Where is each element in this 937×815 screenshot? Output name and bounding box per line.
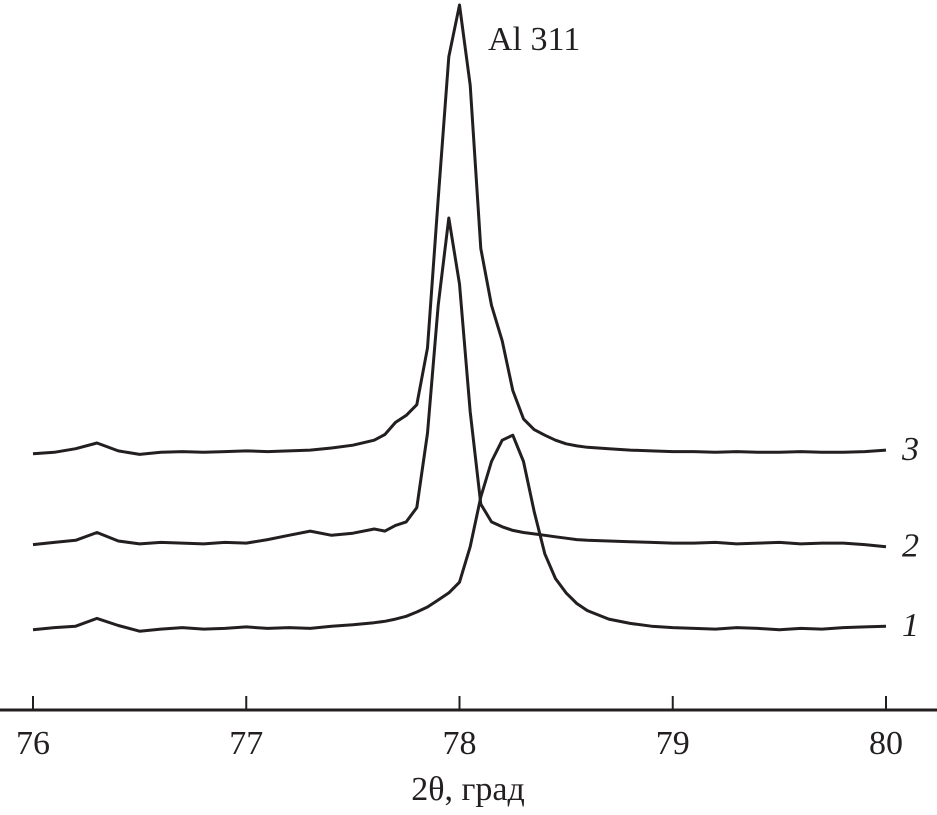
series-line (32, 216, 887, 549)
series-line (32, 3, 887, 456)
x-tick-label: 79 (656, 725, 690, 762)
x-tick-label: 80 (869, 725, 903, 762)
x-tick-label: 78 (443, 725, 477, 762)
x-tick-label: 76 (16, 725, 50, 762)
x-axis-label: 2θ, град (411, 771, 525, 808)
series-label: 3 (901, 431, 919, 468)
series-label: 2 (902, 527, 919, 564)
peak-annotation: Al 311 (488, 21, 580, 58)
series-line (32, 433, 887, 633)
series-label: 1 (902, 607, 919, 644)
x-tick-label: 77 (229, 725, 263, 762)
